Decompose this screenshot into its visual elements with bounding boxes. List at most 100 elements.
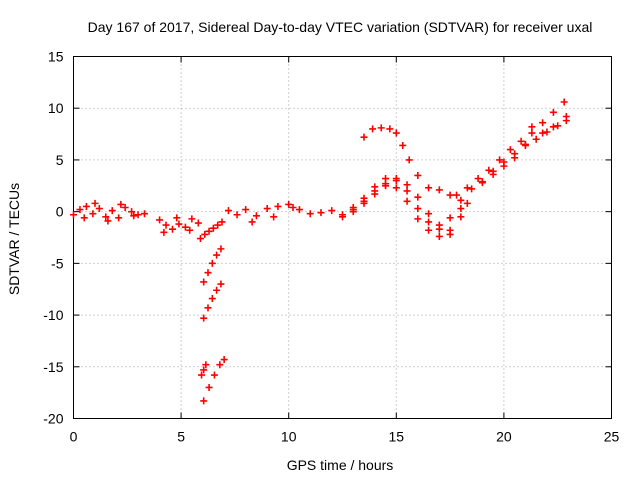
data-point xyxy=(414,215,422,223)
data-point xyxy=(521,141,529,149)
y-tick-label: -15 xyxy=(43,359,63,375)
data-point xyxy=(446,214,454,222)
series-arc-lower-2 xyxy=(349,175,465,229)
data-point xyxy=(200,278,208,286)
grid xyxy=(73,56,612,419)
data-point xyxy=(539,119,547,127)
x-axis-label: GPS time / hours xyxy=(287,457,394,473)
data-point xyxy=(414,205,422,213)
y-tick-label: 10 xyxy=(48,100,64,116)
data-point xyxy=(468,185,476,193)
series-dip-track-5 xyxy=(200,356,228,405)
plot-frame xyxy=(73,56,612,419)
data-point xyxy=(200,314,208,322)
data-point xyxy=(457,213,465,221)
data-point xyxy=(263,205,271,213)
data-point xyxy=(95,205,103,213)
data-point xyxy=(162,221,170,229)
data-point xyxy=(82,202,90,210)
data-point xyxy=(489,170,497,178)
data-point xyxy=(80,214,88,222)
data-point xyxy=(209,224,217,232)
data-point xyxy=(168,225,176,233)
data-point xyxy=(201,230,209,238)
data-point xyxy=(377,124,385,132)
y-tick-label: 15 xyxy=(48,49,64,65)
data-point xyxy=(70,211,77,219)
data-point xyxy=(435,232,443,240)
data-point xyxy=(76,206,84,214)
data-point xyxy=(175,220,183,228)
data-point xyxy=(104,217,112,225)
data-point xyxy=(200,397,208,405)
series-arc-lower-3 xyxy=(360,177,454,238)
data-point xyxy=(242,206,250,214)
data-point xyxy=(562,112,570,120)
data-point xyxy=(141,210,149,218)
axis-ticks: 0 5 10 15 20 25 -20 -15 -10 -5 0 5 10 15 xyxy=(43,49,619,445)
data-point xyxy=(554,122,562,130)
data-point xyxy=(204,304,212,312)
data-point xyxy=(217,245,225,253)
data-point xyxy=(349,206,357,214)
data-point xyxy=(208,295,216,303)
data-point xyxy=(403,181,411,189)
data-point xyxy=(160,228,168,236)
data-point xyxy=(539,129,547,137)
data-point xyxy=(360,133,368,141)
y-axis-label: SDTVAR / TECUs xyxy=(6,183,22,295)
data-point xyxy=(414,171,422,179)
data-point xyxy=(274,202,282,210)
data-point xyxy=(543,128,551,136)
data-point xyxy=(102,213,110,221)
chart-title: Day 167 of 2017, Sidereal Day-to-day VTE… xyxy=(88,19,593,35)
data-point xyxy=(317,209,325,217)
data-point xyxy=(506,146,514,154)
data-point xyxy=(285,200,293,208)
data-point xyxy=(173,214,181,222)
series-ramp-1 xyxy=(453,98,568,199)
data-point xyxy=(425,184,433,192)
data-point xyxy=(91,199,99,207)
data-point xyxy=(371,183,379,191)
data-point xyxy=(186,226,194,234)
data-point xyxy=(532,135,540,143)
data-point xyxy=(369,125,377,133)
data-point xyxy=(210,371,218,379)
data-point xyxy=(457,196,465,204)
data-point xyxy=(252,212,260,220)
data-point xyxy=(392,177,400,185)
data-point xyxy=(208,259,216,267)
data-point xyxy=(425,226,433,234)
data-point xyxy=(121,204,129,212)
data-point xyxy=(549,123,557,131)
data-point xyxy=(89,210,97,218)
y-tick-label: 5 xyxy=(56,152,64,168)
data-point xyxy=(194,219,202,227)
data-point xyxy=(213,286,221,294)
data-point xyxy=(220,356,228,364)
data-point xyxy=(405,156,413,164)
data-point xyxy=(392,129,400,137)
data-point xyxy=(399,141,407,149)
series-baseline-mid xyxy=(156,214,202,236)
data-point xyxy=(425,210,433,218)
data-point xyxy=(108,207,116,215)
data-point xyxy=(213,251,221,259)
data-point xyxy=(216,361,224,369)
data-point xyxy=(306,210,314,218)
series-baseline-early xyxy=(70,199,149,225)
data-point xyxy=(130,212,138,220)
data-point xyxy=(198,371,206,379)
data-point xyxy=(485,166,493,174)
y-tick-label: -20 xyxy=(43,411,63,427)
data-point xyxy=(128,208,136,216)
data-point xyxy=(115,214,123,222)
series-dip-track-1 xyxy=(196,218,226,243)
series-dip-track-3 xyxy=(200,280,225,322)
data-point xyxy=(463,199,471,207)
data-point xyxy=(528,123,536,131)
data-point xyxy=(214,221,222,229)
data-point xyxy=(204,269,212,277)
